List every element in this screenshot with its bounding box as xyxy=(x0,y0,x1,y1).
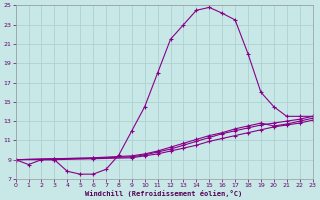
X-axis label: Windchill (Refroidissement éolien,°C): Windchill (Refroidissement éolien,°C) xyxy=(85,190,243,197)
